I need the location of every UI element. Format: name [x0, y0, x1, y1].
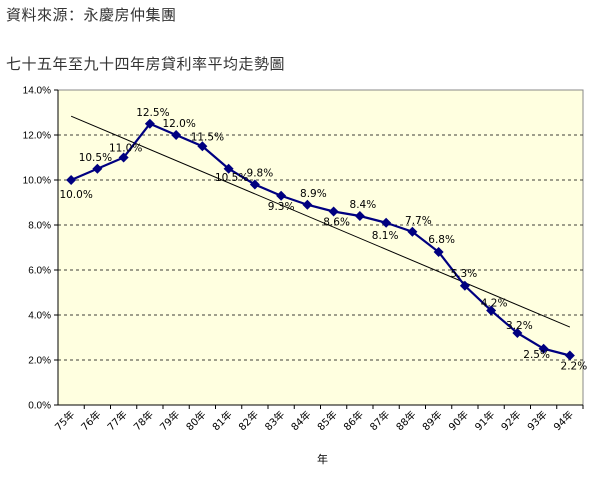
x-tick-label: 94年 — [551, 408, 576, 433]
line-chart: 0.0% 2.0% 4.0% 6.0% 8.0% 10.0% 12.0% 14.0% 75年 76… — [23, 86, 588, 467]
data-point — [302, 199, 313, 210]
x-tick-label: 90年 — [446, 408, 471, 433]
data-point — [144, 118, 155, 129]
data-label: 11.0% — [109, 143, 142, 155]
x-tick-label: 78年 — [131, 408, 156, 433]
data-point — [433, 247, 444, 257]
trendline — [70, 115, 571, 328]
data-label: 2.5% — [523, 349, 550, 361]
data-label: 10.5% — [215, 172, 248, 184]
data-label: 7.7% — [405, 215, 432, 227]
x-tick-label: 77年 — [104, 408, 129, 433]
y-tick-label: 2.0% — [28, 356, 51, 367]
y-tick-label: 8.0% — [28, 221, 51, 232]
data-point — [407, 226, 418, 237]
data-label: 12.0% — [162, 118, 195, 130]
series-line — [70, 122, 571, 357]
x-tick-label: 85年 — [314, 408, 339, 433]
y-tick-label: 6.0% — [28, 266, 51, 277]
x-tick-label: 87年 — [367, 408, 392, 433]
x-tick-label: 88年 — [393, 408, 418, 433]
data-point — [223, 163, 234, 174]
x-tick-label: 75年 — [52, 408, 77, 433]
x-tick-label: 89年 — [419, 408, 444, 433]
x-tick-label: 80年 — [183, 408, 208, 433]
chart-title: 七十五年至九十四年房貸利率平均走勢圖 — [6, 55, 286, 73]
data-point — [538, 343, 549, 354]
x-tick-label: 91年 — [472, 408, 497, 433]
plot-background — [57, 89, 584, 406]
x-tick-label: 76年 — [78, 408, 103, 433]
data-label: 6.8% — [428, 234, 455, 246]
data-point — [197, 141, 208, 152]
data-label: 8.1% — [372, 230, 399, 242]
data-label: 8.6% — [323, 217, 350, 229]
data-point — [512, 328, 523, 338]
data-label: 2.2% — [561, 361, 588, 373]
x-tick-label: 93年 — [524, 408, 549, 433]
data-label: 3.2% — [506, 320, 533, 332]
data-point — [459, 280, 470, 291]
data-label: 11.5% — [191, 131, 224, 143]
data-label: 10.0% — [59, 189, 92, 201]
data-point — [354, 211, 365, 221]
y-tick-label: 4.0% — [28, 311, 51, 322]
data-point — [486, 305, 497, 316]
data-point — [92, 163, 103, 174]
data-label: 9.3% — [268, 201, 295, 213]
data-point — [276, 190, 287, 201]
data-label: 10.5% — [79, 152, 112, 164]
x-tick-label: 86年 — [341, 408, 366, 433]
data-label: 4.2% — [481, 298, 508, 310]
y-tick-label: 0.0% — [28, 401, 51, 412]
data-point — [118, 152, 129, 163]
y-tick-label: 14.0% — [23, 86, 51, 97]
y-tick-label: 12.0% — [23, 131, 51, 142]
data-label: 8.4% — [350, 199, 377, 211]
x-tick-label: 84年 — [288, 408, 313, 433]
x-tick-label: 79年 — [157, 408, 182, 433]
data-label: 5.3% — [451, 268, 478, 280]
data-point — [328, 206, 339, 217]
x-tick-label: 81年 — [209, 408, 234, 433]
source-text: 資料來源：永慶房仲集團 — [6, 6, 177, 24]
data-point — [171, 130, 182, 140]
data-label: 8.9% — [300, 188, 327, 200]
x-axis-title: 年 — [317, 452, 328, 466]
data-point — [249, 179, 260, 190]
y-tick-label: 10.0% — [23, 176, 51, 187]
data-label: 9.8% — [247, 168, 274, 180]
x-tick-label: 83年 — [262, 408, 287, 433]
data-point — [66, 175, 77, 185]
data-point — [381, 217, 392, 228]
data-point — [564, 350, 575, 361]
x-tick-label: 92年 — [498, 408, 523, 433]
data-label: 12.5% — [136, 107, 169, 119]
x-tick-label: 82年 — [236, 408, 261, 433]
